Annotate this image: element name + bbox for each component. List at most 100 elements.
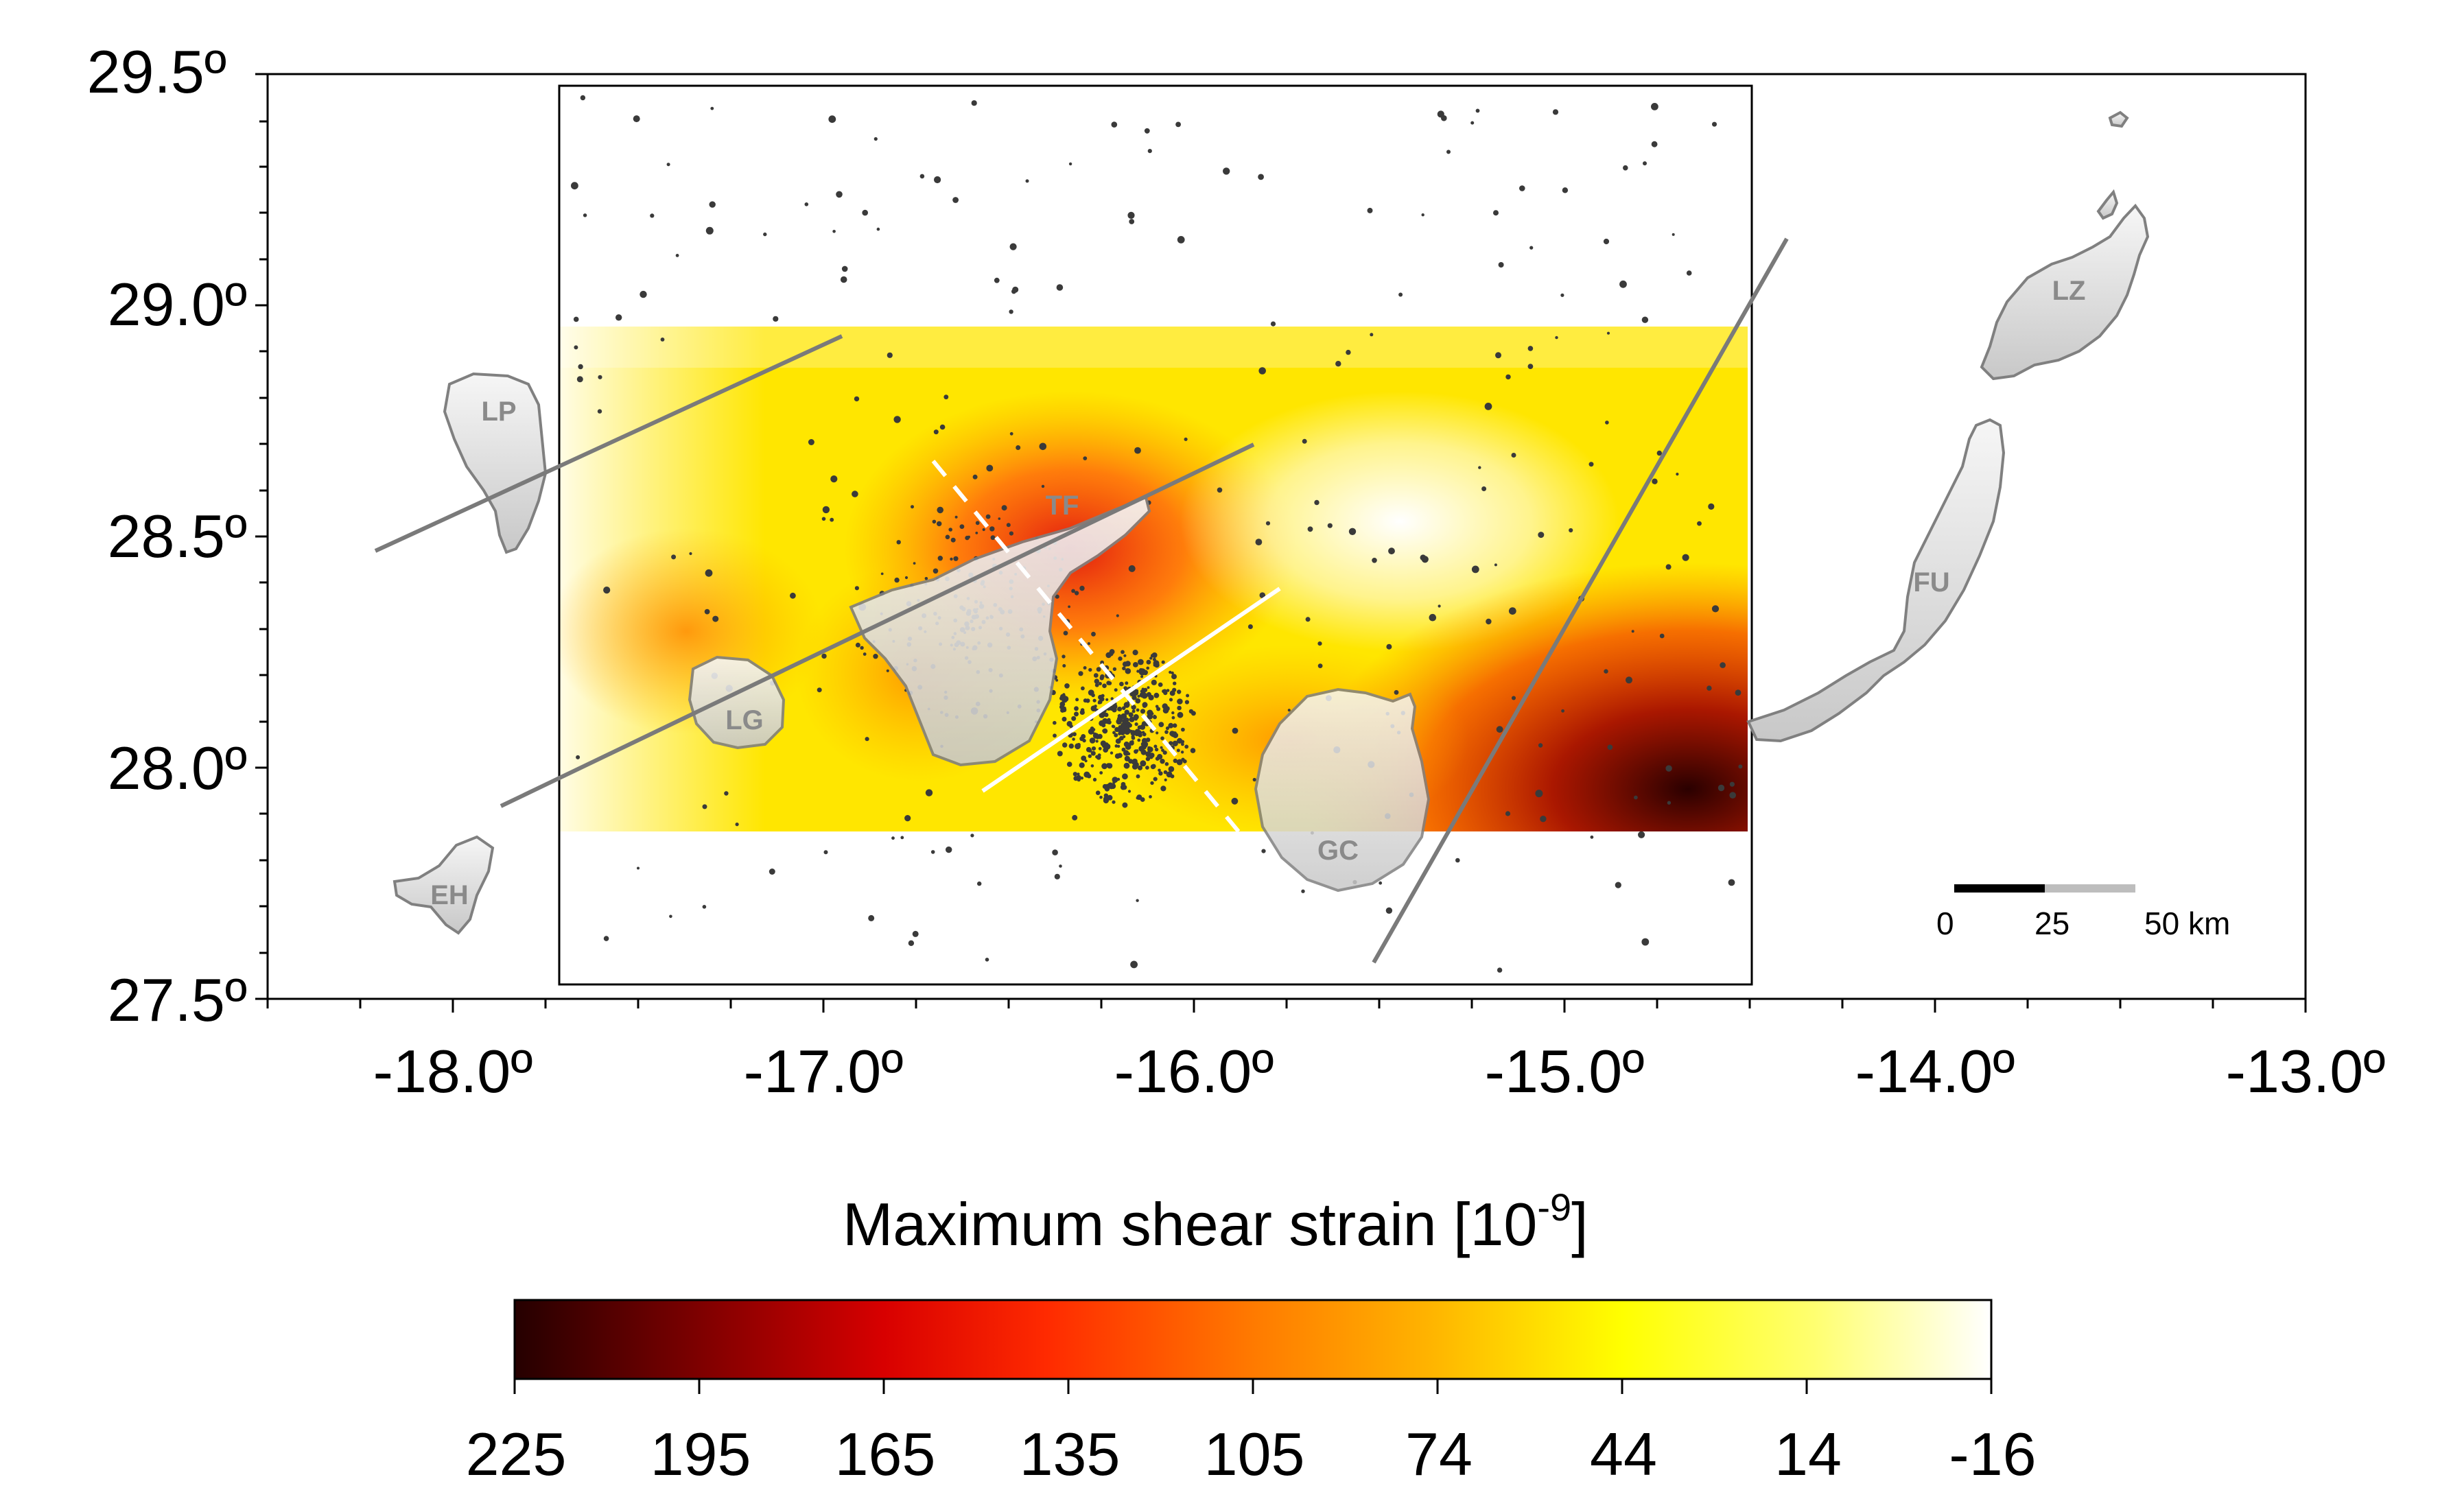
epicenter-dot — [1137, 694, 1140, 698]
epicenter-dot — [1470, 121, 1475, 125]
epicenter-dot — [1173, 723, 1177, 728]
epicenter-dot — [1082, 738, 1086, 743]
epicenter-dot — [1112, 731, 1116, 735]
epicenter-dot — [934, 176, 941, 184]
lon-label--15: -15.0º — [1485, 1037, 1645, 1105]
epicenter-dot — [583, 213, 587, 217]
epicenter-dot — [1162, 689, 1167, 694]
epicenter-dot — [1098, 700, 1103, 705]
epicenter-dot — [1059, 701, 1066, 707]
epicenter-dot — [1717, 784, 1725, 792]
epicenter-dot — [1062, 707, 1067, 713]
epicenter-dot — [1265, 521, 1271, 525]
epicenter-dot — [1171, 671, 1174, 675]
y-axis: 29.5º 29.0º 28.5º 28.0º 27.5º — [87, 38, 268, 1034]
epicenter-dot — [1603, 238, 1610, 245]
epicenter-dot — [1652, 478, 1658, 484]
epicenter-dot — [946, 846, 952, 853]
epicenter-dot — [669, 914, 672, 919]
epicenter-dot — [959, 524, 965, 529]
epicenter-dot — [1078, 671, 1083, 676]
epicenter-dot — [1009, 531, 1013, 536]
epicenter-dot — [1146, 666, 1149, 670]
epicenter-dot — [1105, 719, 1110, 724]
epicenter-dot — [1421, 213, 1424, 217]
epicenter-dot — [1438, 604, 1441, 608]
epicenter-dot — [1171, 711, 1175, 715]
epicenter-dot — [841, 265, 848, 272]
epicenter-dot — [1066, 721, 1072, 727]
epicenter-dot — [1136, 749, 1139, 753]
island-gran-canaria — [1254, 687, 1431, 893]
epicenter-dot — [1116, 744, 1121, 748]
epicenter-dot — [1136, 796, 1140, 800]
epicenter-dot — [1123, 714, 1126, 718]
epicenter-dot — [1104, 785, 1110, 792]
epicenter-dot — [937, 521, 942, 527]
epicenter-dot — [1512, 696, 1516, 700]
epicenter-dot — [705, 226, 714, 235]
epicenter-dot — [1099, 771, 1103, 775]
label-lz: LZ — [2052, 276, 2086, 306]
epicenter-dot — [1091, 746, 1096, 751]
epicenter-dot — [1112, 667, 1117, 671]
epicenter-dot — [1184, 437, 1188, 441]
epicenter-dot — [1062, 716, 1067, 722]
epicenter-dot — [1151, 764, 1156, 769]
epicenter-dot — [817, 687, 822, 693]
epicenter-dot — [580, 95, 586, 101]
epicenter-dot — [1095, 790, 1101, 795]
epicenter-dot — [1098, 682, 1102, 685]
epicenter-dot — [1055, 594, 1059, 599]
epicenter-dot — [1068, 743, 1075, 749]
epicenter-dot — [1672, 233, 1675, 236]
epicenter-dot — [1527, 346, 1534, 351]
epicenter-dot — [1552, 109, 1559, 115]
epicenter-dot — [1131, 736, 1136, 740]
epicenter-dot — [1738, 764, 1743, 769]
epicenter-dot — [573, 316, 579, 322]
epicenter-dot — [1117, 707, 1123, 711]
epicenter-dot — [1094, 705, 1097, 708]
island-graciosa — [2096, 189, 2119, 220]
epicenter-dot — [1153, 692, 1160, 698]
epicenter-dot — [911, 505, 914, 509]
epicenter-dot — [975, 532, 978, 534]
epicenter-dot — [1066, 761, 1072, 767]
epicenter-dot — [943, 394, 949, 400]
colorbar-tick-165: 165 — [835, 1420, 936, 1488]
colorbar-tick--16: -16 — [1949, 1420, 2036, 1488]
epicenter-dot — [1129, 219, 1135, 224]
label-lg: LG — [725, 705, 764, 735]
epicenter-dot — [1141, 731, 1145, 734]
island-labels: LP TF LG EH GC FU LZ — [430, 276, 2085, 910]
epicenter-dot — [1160, 785, 1166, 792]
epicenter-dot — [808, 439, 814, 445]
epicenter-dot — [1095, 740, 1099, 743]
epicenter-dot — [1077, 742, 1081, 747]
epicenter-dot — [1638, 831, 1645, 838]
epicenter-dot — [1641, 938, 1650, 946]
colorbar-tick-135: 135 — [1020, 1420, 1121, 1488]
epicenter-dot — [705, 569, 713, 577]
epicenter-dot — [1101, 694, 1105, 698]
epicenter-dot — [1261, 849, 1266, 853]
label-eh: EH — [430, 880, 469, 910]
epicenter-dot — [1158, 771, 1163, 776]
epicenter-dot — [1335, 361, 1341, 367]
epicenter-dot — [1073, 776, 1079, 781]
epicenter-dot — [887, 352, 893, 358]
epicenter-dot — [1560, 293, 1564, 297]
epicenter-dot — [576, 376, 583, 383]
epicenter-dot — [1604, 669, 1608, 674]
epicenter-dot — [1176, 748, 1180, 753]
epicenter-dot — [894, 577, 900, 583]
epicenter-dot — [773, 316, 779, 322]
epicenter-dot — [925, 789, 933, 796]
island-alegranza — [2108, 110, 2129, 128]
epicenter-dot — [1247, 624, 1253, 629]
epicenter-dot — [1142, 670, 1148, 676]
epicenter-dot — [1164, 778, 1167, 781]
epicenter-dot — [1665, 765, 1672, 772]
